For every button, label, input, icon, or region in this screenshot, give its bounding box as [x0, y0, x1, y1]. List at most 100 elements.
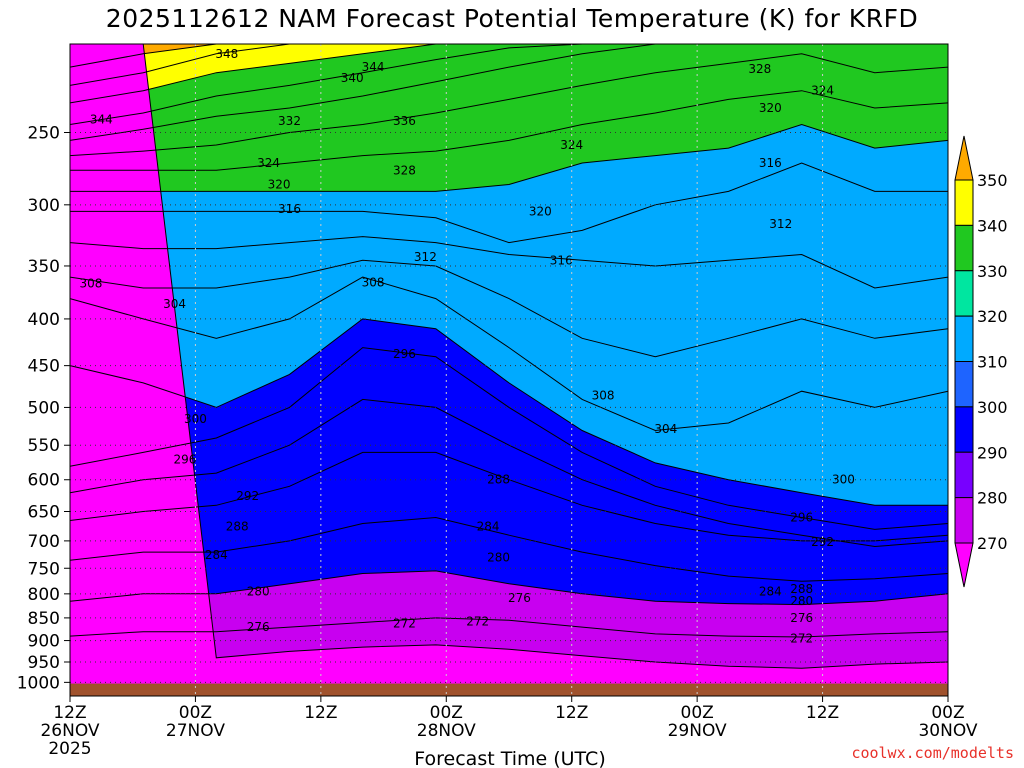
contour-label-23: 304 [654, 422, 677, 436]
chart-title: 2025112612 NAM Forecast Potential Temper… [105, 4, 919, 33]
contour-label-30: 296 [790, 511, 813, 525]
contour-272 [70, 43, 949, 669]
fill-band-coldest [70, 44, 948, 696]
contour-label-34: 284 [205, 548, 228, 562]
contour-320 [70, 123, 949, 192]
y-axis: 250 300 350 400 450 500 550 600 650 700 750 800 850 9… [17, 124, 70, 693]
contour-284 [69, 516, 949, 582]
x-tick-date-36: 28NOV [417, 721, 476, 741]
colorbar-swatch-300 [954, 406, 974, 453]
x-tick-date-84: 30NOV [918, 721, 977, 741]
plot-area [70, 44, 948, 696]
contour-label-39: 288 [790, 582, 813, 596]
contour-304 [69, 276, 949, 432]
contour-312 [69, 236, 949, 289]
ground-surface [70, 683, 948, 696]
x-tick-year-0: 2025 [48, 739, 91, 759]
y-tick-label-750: 750 [28, 559, 60, 579]
contour-316 [70, 162, 948, 244]
contour-label-3: 344 [90, 113, 113, 127]
colorbar-label-280: 280 [977, 489, 1008, 508]
x-tick-label-60: 00Z [681, 703, 714, 723]
contour-label-42: 272 [393, 616, 416, 630]
contour-label-15: 320 [529, 204, 552, 218]
x-tick-label-48: 12Z [555, 703, 588, 723]
colorbar-label-350: 350 [977, 171, 1008, 190]
y-tick-label-1000: 1000 [17, 673, 60, 693]
colorbar-label-310: 310 [977, 353, 1008, 372]
contour-label-28: 292 [236, 489, 259, 503]
colorbar-top-arrow [954, 135, 974, 181]
contour-label-1: 344 [362, 60, 385, 74]
colorbar-label-290: 290 [977, 443, 1008, 462]
contour-label-16: 312 [769, 217, 792, 231]
grid-lines [69, 43, 949, 697]
contour-label-4: 332 [278, 114, 301, 128]
x-tick-label-0: 12Z [53, 703, 86, 723]
contour-label-40: 280 [790, 594, 813, 608]
y-tick-label-300: 300 [28, 196, 60, 216]
contour-label-36: 280 [247, 584, 270, 598]
y-tick-label-800: 800 [28, 585, 60, 605]
contour-label-5: 336 [393, 114, 416, 128]
contour-label-29: 300 [832, 473, 855, 487]
y-tick-label-900: 900 [28, 632, 60, 652]
contour-label-20: 308 [79, 277, 102, 291]
x-tick-label-72: 12Z [806, 703, 839, 723]
contour-label-44: 276 [247, 620, 270, 634]
contour-280 [69, 570, 949, 606]
contour-label-31: 288 [226, 519, 249, 533]
contour-label-41: 276 [790, 611, 813, 625]
y-tick-label-650: 650 [28, 502, 60, 522]
plot-frame [69, 43, 949, 697]
x-tick-label-12: 00Z [179, 703, 212, 723]
colorbar-label-330: 330 [977, 262, 1008, 281]
y-tick-label-400: 400 [28, 310, 60, 330]
x-tick-date-0: 26NOV [40, 721, 99, 741]
contour-label-26: 296 [174, 452, 197, 466]
contour-label-2: 340 [341, 71, 364, 85]
contour-label-8: 320 [759, 101, 782, 115]
contour-292 [69, 398, 949, 548]
y-tick-label-950: 950 [28, 653, 60, 673]
colorbar: 350 340 330 320 310 300 290 280 270 [954, 135, 1008, 588]
contour-label-35: 280 [487, 551, 510, 565]
contour-296 [69, 347, 949, 530]
y-tick-label-500: 500 [28, 398, 60, 418]
x-tick-label-24: 12Z [304, 703, 337, 723]
contour-328 [69, 53, 949, 157]
contour-label-6: 328 [748, 62, 771, 76]
credit-link[interactable]: coolwx.com/modelts [851, 744, 1014, 762]
contour-label-25: 296 [393, 347, 416, 361]
contour-324 [70, 90, 949, 171]
contour-308 [69, 259, 949, 358]
contour-label-45: 272 [790, 631, 813, 645]
x-tick-label-84: 00Z [931, 703, 964, 723]
colorbar-swatch-290 [954, 451, 974, 499]
contour-label-38: 284 [759, 584, 782, 598]
contour-label-14: 316 [278, 202, 301, 216]
contour-label-37: 276 [508, 591, 531, 605]
colorbar-label-320: 320 [977, 307, 1008, 326]
colorbar-label-340: 340 [977, 216, 1008, 235]
contour-label-17: 316 [550, 253, 573, 267]
y-tick-label-550: 550 [28, 436, 60, 456]
colorbar-label-270: 270 [977, 534, 1008, 553]
contour-300 [69, 318, 948, 506]
x-tick-date-60: 29NOV [668, 721, 727, 741]
y-tick-label-850: 850 [28, 609, 60, 629]
contour-label-24: 300 [184, 412, 207, 426]
contour-label-27: 288 [487, 473, 510, 487]
contour-label-10: 324 [257, 156, 280, 170]
contour-288 [69, 451, 949, 542]
colorbar-swatch-320 [954, 315, 974, 362]
x-tick-label-36: 00Z [430, 703, 463, 723]
y-tick-label-700: 700 [28, 532, 60, 552]
y-tick-label-250: 250 [28, 124, 60, 144]
colorbar-swatch-340 [954, 224, 974, 272]
contour-label-12: 324 [560, 138, 583, 152]
contour-label-22: 308 [592, 388, 615, 402]
